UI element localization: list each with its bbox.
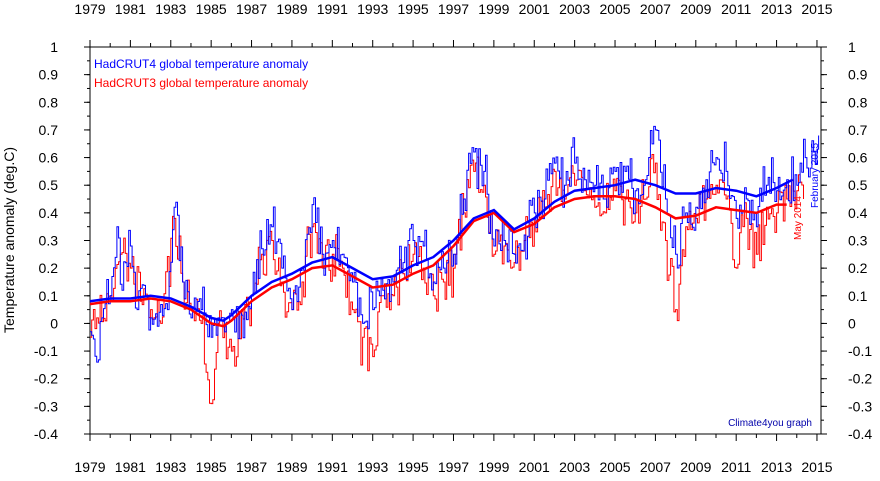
y-tick-label-right: 0.3 bbox=[848, 233, 868, 249]
y-tick-label-right: 0.9 bbox=[848, 67, 868, 83]
x-tick-label-bottom: 2001 bbox=[519, 459, 550, 475]
plot-area-border bbox=[89, 46, 822, 435]
y-tick-label-left: 0 bbox=[50, 315, 58, 331]
y-tick-label-right: 0.7 bbox=[848, 122, 868, 138]
x-tick-label-bottom: 1981 bbox=[115, 459, 146, 475]
x-tick-label-top: 2001 bbox=[519, 1, 550, 17]
y-tick-label-right: -0.3 bbox=[848, 398, 872, 414]
x-tick-label-bottom: 1989 bbox=[276, 459, 307, 475]
x-tick-label-top: 1979 bbox=[74, 1, 105, 17]
y-tick-label-left: -0.2 bbox=[34, 371, 58, 387]
y-tick-label-left: 0.3 bbox=[39, 233, 59, 249]
ticks-layer: -0.4 -0.4 -0.3 -0.3 -0.2 -0.2 -0.1 -0.1 0 0 0.1 0.1… bbox=[34, 1, 872, 475]
y-tick-label-left: 0.5 bbox=[39, 177, 59, 193]
x-tick-label-bottom: 1987 bbox=[236, 459, 267, 475]
series-smoothed-hadcrut3 bbox=[89, 195, 787, 328]
x-tick-label-top: 1981 bbox=[115, 1, 146, 17]
x-tick-label-top: 1985 bbox=[196, 1, 227, 17]
y-tick-label-left: 0.1 bbox=[39, 288, 59, 304]
x-tick-label-bottom: 1993 bbox=[357, 459, 388, 475]
x-tick-label-bottom: 2005 bbox=[599, 459, 630, 475]
y-tick-label-left: 0.7 bbox=[39, 122, 59, 138]
series-end-label-hadcrut3: May 2014 bbox=[793, 196, 804, 240]
y-tick-label-right: -0.1 bbox=[848, 343, 872, 359]
x-tick-label-top: 2015 bbox=[801, 1, 832, 17]
y-tick-label-left: -0.1 bbox=[34, 343, 58, 359]
x-tick-label-top: 1987 bbox=[236, 1, 267, 17]
series-monthly-hadcrut3 bbox=[90, 154, 804, 405]
y-tick-label-left: -0.4 bbox=[34, 426, 58, 442]
y-axis-label: Temperature anomaly (deg.C) bbox=[1, 147, 17, 333]
y-tick-label-right: 1 bbox=[848, 39, 856, 55]
x-tick-label-top: 1989 bbox=[276, 1, 307, 17]
x-tick-label-top: 2009 bbox=[680, 1, 711, 17]
y-tick-label-right: -0.4 bbox=[848, 426, 872, 442]
x-tick-label-bottom: 2007 bbox=[640, 459, 671, 475]
y-tick-label-right: 0.4 bbox=[848, 205, 868, 221]
series-monthly-hadcrut4 bbox=[90, 125, 820, 363]
y-tick-label-right: 0 bbox=[848, 315, 856, 331]
x-tick-label-top: 1993 bbox=[357, 1, 388, 17]
x-tick-label-top: 1983 bbox=[155, 1, 186, 17]
x-tick-label-top: 1999 bbox=[478, 1, 509, 17]
x-tick-label-bottom: 1999 bbox=[478, 459, 509, 475]
y-tick-label-right: -0.2 bbox=[848, 371, 872, 387]
y-tick-label-left: 0.6 bbox=[39, 150, 59, 166]
x-tick-label-top: 2013 bbox=[761, 1, 792, 17]
x-tick-label-top: 1995 bbox=[398, 1, 429, 17]
y-tick-label-left: 0.2 bbox=[39, 260, 59, 276]
y-tick-label-right: 0.8 bbox=[848, 94, 868, 110]
x-tick-label-bottom: 2013 bbox=[761, 459, 792, 475]
y-tick-label-right: 0.5 bbox=[848, 177, 868, 193]
y-tick-label-left: 0.8 bbox=[39, 94, 59, 110]
x-tick-label-bottom: 1983 bbox=[155, 459, 186, 475]
x-tick-label-top: 2003 bbox=[559, 1, 590, 17]
x-tick-label-top: 2011 bbox=[721, 1, 751, 17]
y-tick-label-left: 0.9 bbox=[39, 67, 59, 83]
y-tick-label-left: -0.3 bbox=[34, 398, 58, 414]
x-tick-label-bottom: 1995 bbox=[398, 459, 429, 475]
x-tick-label-bottom: 2015 bbox=[801, 459, 832, 475]
series-end-label-hadcrut4: February 2015 bbox=[810, 143, 821, 208]
x-tick-label-top: 1997 bbox=[438, 1, 469, 17]
x-tick-label-bottom: 1997 bbox=[438, 459, 469, 475]
x-tick-label-bottom: 1985 bbox=[196, 459, 227, 475]
y-tick-label-right: 0.2 bbox=[848, 260, 868, 276]
x-tick-label-bottom: 2011 bbox=[721, 459, 751, 475]
x-tick-label-top: 1991 bbox=[317, 1, 348, 17]
legend-hadcrut4: HadCRUT4 global temperature anomaly bbox=[94, 57, 308, 71]
x-tick-label-bottom: 2003 bbox=[559, 459, 590, 475]
plot-frame bbox=[89, 46, 822, 435]
x-tick-label-top: 2007 bbox=[640, 1, 671, 17]
y-tick-label-left: 0.4 bbox=[39, 205, 59, 221]
credit-annotation: Climate4you graph bbox=[728, 418, 812, 429]
y-tick-label-left: 1 bbox=[50, 39, 58, 55]
x-tick-label-bottom: 1991 bbox=[317, 459, 348, 475]
x-tick-label-bottom: 2009 bbox=[680, 459, 711, 475]
y-tick-label-right: 0.1 bbox=[848, 288, 868, 304]
y-tick-label-right: 0.6 bbox=[848, 150, 868, 166]
x-tick-label-bottom: 1979 bbox=[74, 459, 105, 475]
legend-hadcrut3: HadCRUT3 global temperature anomaly bbox=[94, 76, 308, 90]
x-tick-label-top: 2005 bbox=[599, 1, 630, 17]
series-layer bbox=[89, 125, 820, 405]
series-smoothed-hadcrut4 bbox=[89, 178, 794, 323]
